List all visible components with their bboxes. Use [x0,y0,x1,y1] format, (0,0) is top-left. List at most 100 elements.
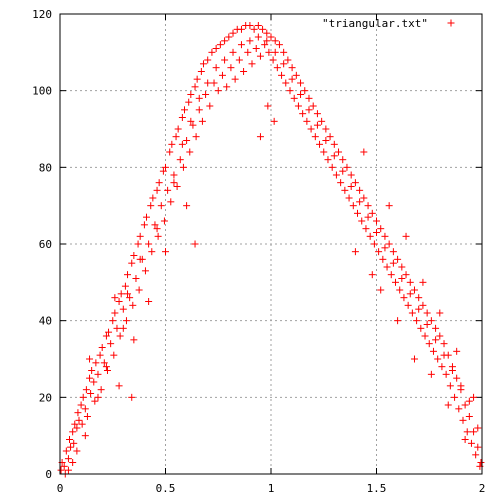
x-tick-label: 0.5 [156,482,176,495]
data-point [235,56,243,64]
data-point [206,102,214,110]
data-point [373,229,380,236]
data-point [122,317,130,325]
data-point [271,37,279,45]
data-point [74,409,82,417]
data-point [87,390,95,397]
data-point [398,275,406,282]
data-point [465,397,473,405]
data-point [270,117,278,125]
data-point [94,393,102,401]
x-axis: 0 0.5 1 1.5 2 [57,14,485,495]
data-point [463,428,471,436]
data-point [91,397,99,405]
data-point [128,259,136,267]
data-point [394,317,402,325]
data-point [103,367,111,374]
data-point [141,267,149,275]
data-point [176,156,184,164]
data-point [263,29,271,37]
data-point [330,152,338,160]
data-point [159,167,167,175]
data-point [195,106,203,114]
data-point [221,37,229,45]
data-point [351,248,359,256]
data-point [375,248,383,256]
data-point [396,286,404,294]
data-point [311,133,319,141]
data-point [113,324,121,332]
data-point [151,221,159,229]
data-point [60,462,68,470]
data-point [436,309,444,317]
data-point [136,232,144,240]
data-point [62,447,70,455]
data-point [183,202,191,210]
data-point [78,420,86,428]
data-point [126,294,134,302]
data-point [427,370,435,378]
data-point [345,194,353,202]
data-point [154,232,162,240]
data-point [64,466,72,474]
data-point [252,45,260,52]
data-point [330,140,338,148]
data-point [227,64,235,72]
data-point [269,56,277,64]
data-point [185,98,193,106]
legend-label: "triangular.txt" [322,17,428,30]
data-point [79,393,87,401]
data-point [442,370,450,378]
data-point [111,294,119,302]
data-point [477,459,485,466]
data-point [389,248,397,256]
data-point [86,355,94,363]
data-point [149,194,157,202]
data-point [326,133,334,141]
data-point [155,179,163,187]
data-point [65,436,73,443]
data-point [221,56,229,64]
data-point [366,232,374,240]
data-point [180,106,188,114]
data-point [461,401,469,409]
data-point [110,351,118,359]
data-point [202,91,210,98]
data-point [248,60,256,68]
data-point [204,56,212,64]
data-point [455,405,463,413]
data-point [472,451,480,459]
plot-frame [59,13,483,475]
data-point [148,248,156,256]
data-point [309,102,317,110]
y-tick-label: 120 [32,8,52,21]
data-point [168,140,176,148]
data-point [102,363,110,371]
data-point [157,202,165,210]
data-point [400,294,408,302]
data-point [349,202,357,210]
data-point [145,240,153,248]
legend-marker [447,19,455,27]
data-point [187,91,195,98]
data-point [237,41,245,49]
data-point [470,428,478,436]
data-point [339,167,347,175]
data-point [354,209,362,217]
data-point [364,213,372,221]
data-point [427,317,435,325]
data-point [98,344,106,351]
data-point [305,94,313,102]
data-point [423,321,431,328]
data-point [115,382,123,390]
data-point [96,351,104,359]
data-point [57,466,65,474]
data-point [136,255,144,263]
data-point [116,332,124,340]
data-point [381,244,389,252]
data-point [316,140,324,148]
x-tick-label: 0 [57,482,64,495]
data-point [119,324,127,332]
data-point [192,133,200,141]
